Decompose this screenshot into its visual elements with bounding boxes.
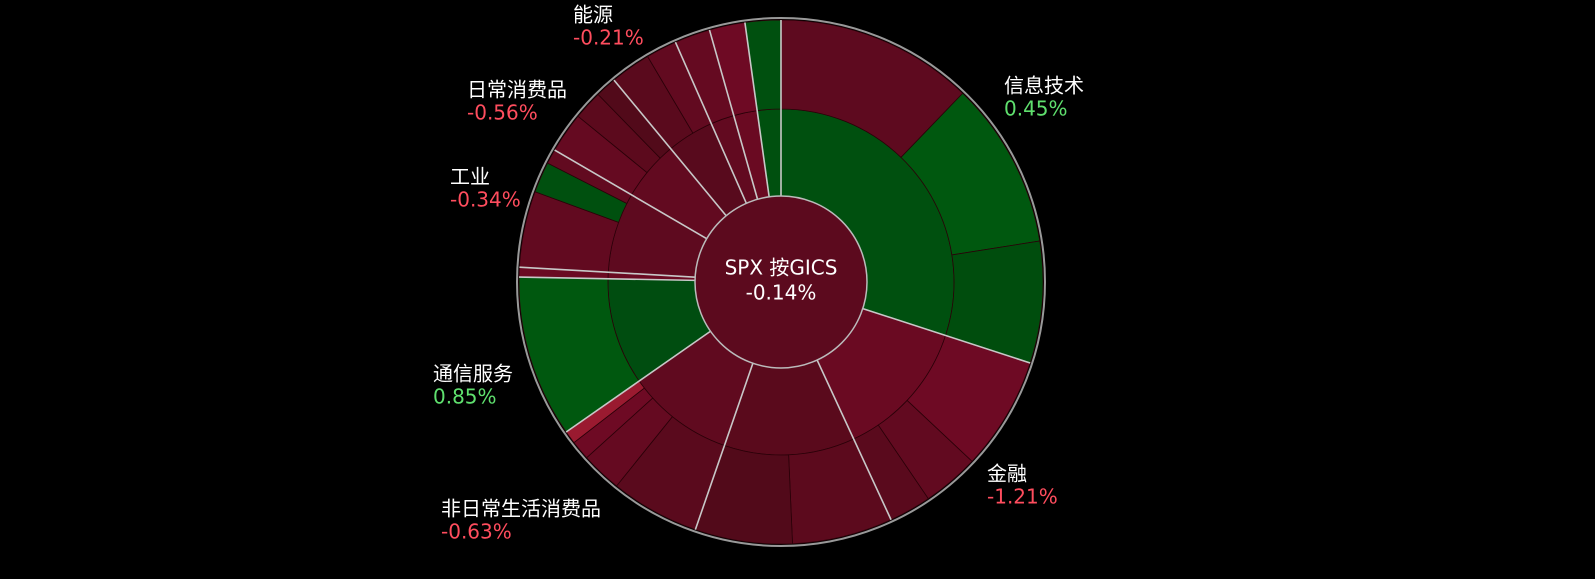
sector-boundary	[694, 363, 754, 530]
sector-name: 信息技术	[1004, 74, 1084, 98]
sector-boundary	[862, 307, 1031, 364]
sector-name: 非日常生活消费品	[441, 497, 601, 521]
sector-change: -0.34%	[450, 188, 521, 212]
sector-boundary	[744, 22, 770, 197]
sector-boundary	[816, 359, 892, 521]
center-disc	[694, 195, 868, 369]
sector-name: 通信服务	[433, 362, 513, 386]
sector-boundary	[708, 29, 759, 200]
center-value: -0.14%	[746, 281, 817, 305]
sector-boundary	[519, 276, 696, 282]
outer-border	[516, 17, 1046, 547]
sector-change: 0.45%	[1004, 97, 1068, 121]
sector-change: -0.63%	[441, 520, 512, 544]
sector-change: -1.21%	[987, 485, 1058, 509]
sector-name: 工业	[450, 165, 490, 189]
sector-change: -0.56%	[467, 101, 538, 125]
sector-change: -0.21%	[573, 26, 644, 50]
rings	[518, 19, 1044, 545]
sector-name: 日常消费品	[467, 78, 567, 102]
sector-boundary	[519, 266, 696, 278]
sector-boundary	[565, 330, 711, 433]
sector-boundary	[674, 41, 748, 204]
sector-change: 0.85%	[433, 385, 497, 409]
center-title: SPX 按GICS	[725, 256, 838, 280]
sector-name: 能源	[573, 3, 613, 27]
sector-boundary	[613, 79, 727, 217]
sector-name: 金融	[987, 462, 1027, 486]
sector-boundary	[554, 149, 708, 240]
